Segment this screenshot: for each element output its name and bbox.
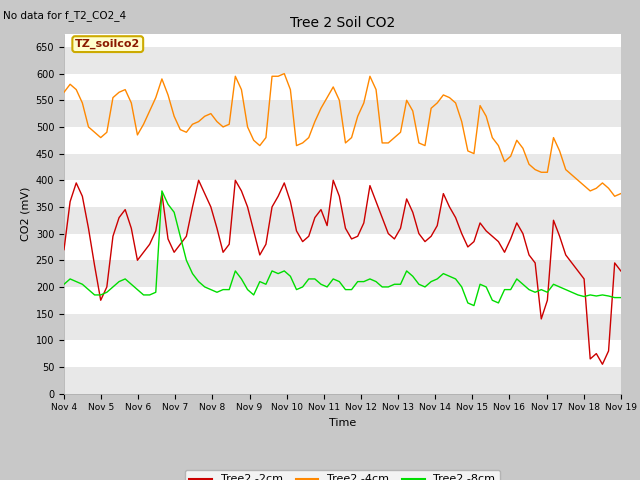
Bar [64,100,621,127]
Y-axis label: CO2 (mV): CO2 (mV) [20,186,30,241]
Bar [64,47,621,73]
Bar [64,207,621,234]
Text: TZ_soilco2: TZ_soilco2 [75,39,140,49]
Legend: Tree2 -2cm, Tree2 -4cm, Tree2 -8cm: Tree2 -2cm, Tree2 -4cm, Tree2 -8cm [185,470,500,480]
X-axis label: Time: Time [329,418,356,428]
Text: No data for f_T2_CO2_4: No data for f_T2_CO2_4 [3,10,126,21]
Bar [64,154,621,180]
Bar [64,260,621,287]
Bar [64,367,621,394]
Title: Tree 2 Soil CO2: Tree 2 Soil CO2 [290,16,395,30]
Bar [64,313,621,340]
